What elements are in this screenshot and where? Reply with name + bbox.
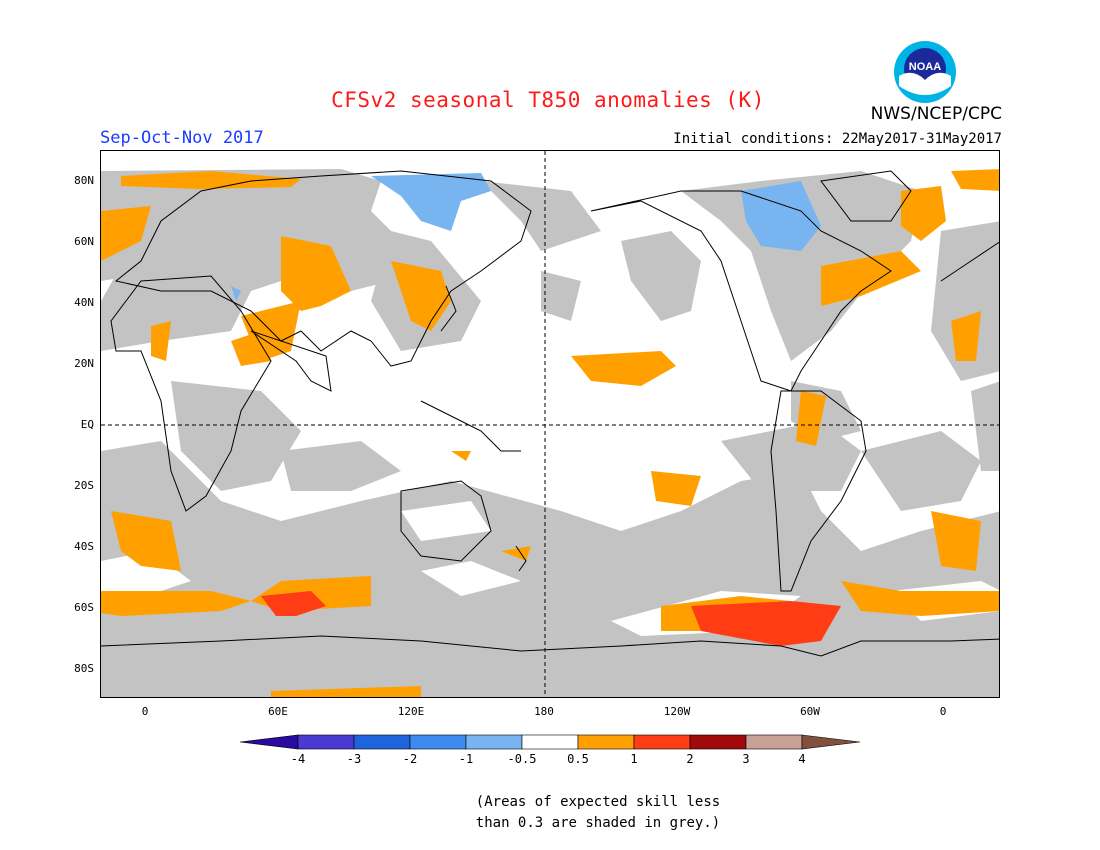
colorbar-label: -1 <box>458 752 474 766</box>
colorbar-label: 3 <box>742 752 750 766</box>
lon-label: 180 <box>534 705 554 718</box>
lon-label: 0 <box>141 705 149 718</box>
map-canvas <box>101 151 999 697</box>
lat-label: 60S <box>74 601 94 614</box>
logo-text: NOAA <box>909 61 941 73</box>
colorbar-label: 0.5 <box>567 752 589 766</box>
lon-label: 0 <box>939 705 947 718</box>
colorbar-swatch <box>297 734 355 750</box>
lon-label: 60E <box>268 705 288 718</box>
lat-label: 20N <box>74 357 94 370</box>
lat-label: EQ <box>80 418 94 431</box>
colorbar-svg <box>239 734 861 750</box>
footnote-line: (Areas of expected skill less <box>475 794 721 810</box>
lat-label: 80S <box>74 662 94 675</box>
negative-anomaly-regions <box>231 173 821 301</box>
colorbar-label: 1 <box>630 752 638 766</box>
lat-label: 40N <box>74 296 94 309</box>
lat-label: 20S <box>74 479 94 492</box>
noaa-logo-icon: NOAA <box>894 41 956 103</box>
colorbar-label: 2 <box>686 752 694 766</box>
colorbar-label: -2 <box>402 752 418 766</box>
lat-label: 40S <box>74 540 94 553</box>
colorbar-swatch <box>239 734 299 750</box>
lon-label: 60W <box>800 705 820 718</box>
colorbar <box>239 733 862 751</box>
colorbar-swatch <box>465 734 523 750</box>
footnote-line: than 0.3 are shaded in grey.) <box>475 815 721 831</box>
colorbar-label: -4 <box>290 752 306 766</box>
lat-label: 80N <box>74 174 94 187</box>
season-label: Sep-Oct-Nov 2017 <box>100 128 264 148</box>
lon-label: 120W <box>663 705 691 718</box>
colorbar-swatch <box>689 734 747 750</box>
colorbar-swatch <box>633 734 691 750</box>
lon-label: 120E <box>397 705 425 718</box>
coastlines <box>101 170 999 657</box>
colorbar-swatch <box>409 734 467 750</box>
agency-label: NWS/NCEP/CPC <box>870 104 1002 124</box>
chart-title: CFSv2 seasonal T850 anomalies (K) <box>331 88 765 112</box>
colorbar-swatch <box>353 734 411 750</box>
colorbar-swatch <box>577 734 635 750</box>
colorbar-label: 4 <box>798 752 806 766</box>
lat-label: 60N <box>74 235 94 248</box>
footnote: (Areas of expected skill less than 0.3 a… <box>0 792 1100 834</box>
initial-conditions-label: Initial conditions: 22May2017-31May2017 <box>673 131 1002 147</box>
colorbar-swatch <box>745 734 803 750</box>
colorbar-swatch <box>801 734 861 750</box>
strong-positive-anomaly-regions <box>261 591 841 646</box>
colorbar-label: -3 <box>346 752 362 766</box>
anomaly-map <box>100 150 1000 698</box>
colorbar-label: -0.5 <box>507 752 537 766</box>
colorbar-swatch <box>521 734 579 750</box>
noaa-logo: NOAA <box>893 40 957 104</box>
